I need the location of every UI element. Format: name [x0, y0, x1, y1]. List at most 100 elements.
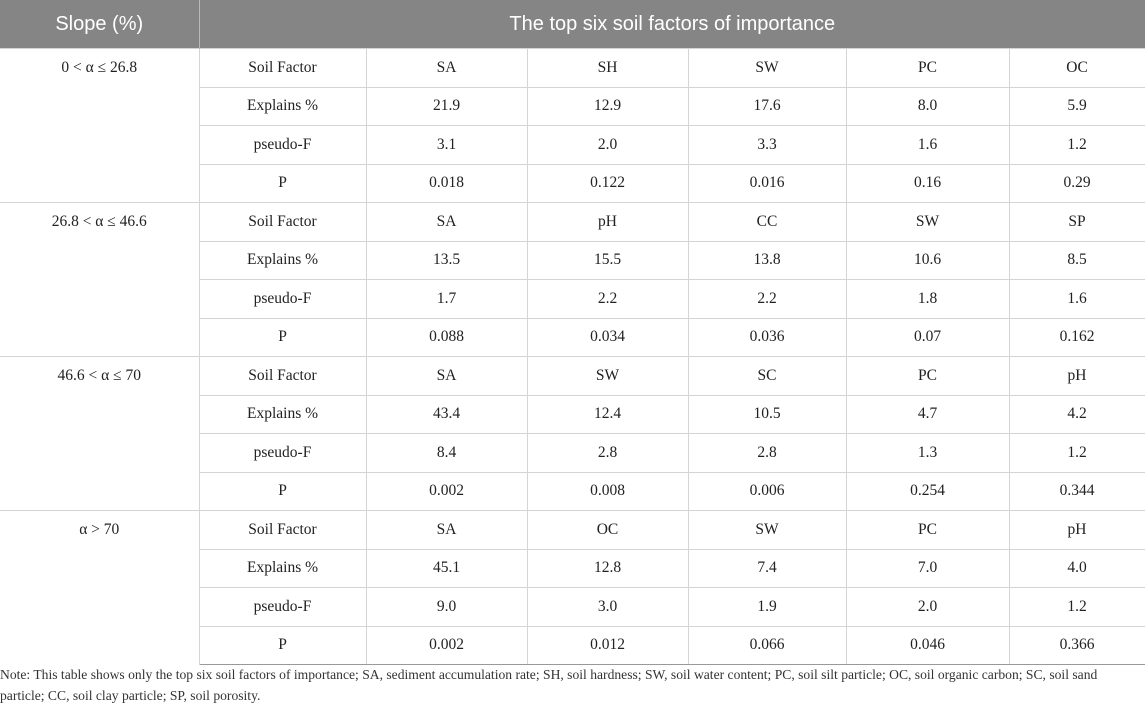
value-cell: 0.034	[526, 317, 688, 357]
value-cell: 9.0	[365, 587, 527, 626]
row-label-cell: pseudo-F	[199, 433, 366, 472]
value-cell: 0.366	[1008, 625, 1145, 665]
value-cell: 1.9	[687, 587, 846, 626]
value-cell: 2.0	[526, 125, 688, 164]
value-cell: SC	[687, 356, 846, 395]
value-cell: SA	[365, 202, 527, 241]
value-cell: 0.002	[365, 471, 527, 511]
value-cell: SW	[526, 356, 688, 395]
header-row: Slope (%) The top six soil factors of im…	[0, 0, 1145, 49]
value-cell: 10.5	[687, 394, 846, 434]
row-label-cell: Explains %	[199, 240, 366, 280]
value-cell: 2.8	[526, 433, 688, 472]
value-cell: 7.0	[845, 548, 1009, 588]
value-cell: SW	[845, 202, 1009, 241]
value-cell: CC	[687, 202, 846, 241]
value-cell: PC	[845, 356, 1009, 395]
value-cell: 1.2	[1008, 125, 1145, 164]
value-cell: 3.1	[365, 125, 527, 164]
row-label-cell: P	[199, 317, 366, 357]
row-label-cell: P	[199, 471, 366, 511]
value-cell: OC	[526, 510, 688, 549]
value-cell: 45.1	[365, 548, 527, 588]
value-cell: SA	[365, 510, 527, 549]
value-cell: 13.8	[687, 240, 846, 280]
value-cell: 0.122	[526, 163, 688, 203]
value-cell: 0.008	[526, 471, 688, 511]
slope-range-cell: 46.6 < α ≤ 70	[0, 356, 200, 511]
value-cell: SH	[526, 48, 688, 87]
row-label-cell: pseudo-F	[199, 587, 366, 626]
row-label-cell: Soil Factor	[198, 202, 366, 241]
row-label-cell: Soil Factor	[198, 510, 366, 549]
table-row: Explains %43.412.410.54.74.24.2	[0, 394, 1145, 434]
soil-factors-table: Slope (%) The top six soil factors of im…	[0, 0, 1145, 665]
value-cell: 0.018	[365, 163, 527, 203]
value-cell: pH	[1008, 356, 1145, 395]
value-cell: 3.3	[687, 125, 846, 164]
value-cell: OC	[1008, 48, 1145, 87]
value-cell: 3.0	[526, 587, 688, 626]
row-label-cell: Explains %	[199, 86, 366, 126]
value-cell: 0.016	[687, 163, 846, 203]
value-cell: 12.4	[526, 394, 688, 434]
value-cell: 13.5	[365, 240, 527, 280]
value-cell: 2.2	[687, 279, 846, 318]
value-cell: 1.7	[365, 279, 527, 318]
row-label-cell: P	[199, 163, 366, 203]
table-row: pseudo-F1.72.22.21.81.61.3	[0, 279, 1145, 318]
table-row: pseudo-F9.03.01.92.01.21.1	[0, 587, 1145, 626]
value-cell: 0.344	[1008, 471, 1145, 511]
value-cell: PC	[845, 510, 1009, 549]
value-cell: SP	[1008, 202, 1145, 241]
value-cell: 2.0	[845, 587, 1009, 626]
value-cell: SA	[365, 356, 527, 395]
value-cell: 1.3	[845, 433, 1009, 472]
value-cell: SW	[687, 510, 846, 549]
value-cell: 0.046	[845, 625, 1009, 665]
row-label-cell: Soil Factor	[198, 356, 366, 395]
table-row: Explains %45.112.87.47.04.03.5	[0, 548, 1145, 588]
value-cell: pH	[526, 202, 688, 241]
value-cell: SA	[365, 48, 527, 87]
table-row: Explains %21.912.917.68.05.95.4	[0, 86, 1145, 126]
value-cell: 7.4	[687, 548, 846, 588]
value-cell: 1.6	[845, 125, 1009, 164]
row-label-cell: Explains %	[199, 548, 366, 588]
value-cell: 21.9	[365, 86, 527, 126]
value-cell: 0.088	[365, 317, 527, 357]
value-cell: 1.6	[1008, 279, 1145, 318]
value-cell: 10.6	[845, 240, 1009, 280]
value-cell: 0.066	[687, 625, 846, 665]
value-cell: PC	[845, 48, 1009, 87]
row-label-cell: pseudo-F	[199, 279, 366, 318]
value-cell: 0.012	[526, 625, 688, 665]
value-cell: 4.0	[1008, 548, 1145, 588]
value-cell: 8.5	[1008, 240, 1145, 280]
value-cell: 0.006	[687, 471, 846, 511]
header-factors: The top six soil factors of importance	[199, 0, 1145, 49]
slope-range-cell: 0 < α ≤ 26.8	[0, 48, 200, 203]
table-note: Note: This table shows only the top six …	[0, 667, 1098, 703]
value-cell: SW	[687, 48, 846, 87]
value-cell: 8.4	[365, 433, 527, 472]
value-cell: 2.2	[526, 279, 688, 318]
header-slope: Slope (%)	[0, 0, 200, 49]
value-cell: 5.9	[1008, 86, 1145, 126]
table-row: pseudo-F3.12.03.31.61.21.2	[0, 125, 1145, 164]
row-label-cell: P	[199, 625, 366, 665]
value-cell: 1.8	[845, 279, 1009, 318]
value-cell: 0.162	[1008, 317, 1145, 357]
row-label-cell: Explains %	[199, 394, 366, 434]
value-cell: 8.0	[845, 86, 1009, 126]
value-cell: 43.4	[365, 394, 527, 434]
value-cell: 1.2	[1008, 433, 1145, 472]
